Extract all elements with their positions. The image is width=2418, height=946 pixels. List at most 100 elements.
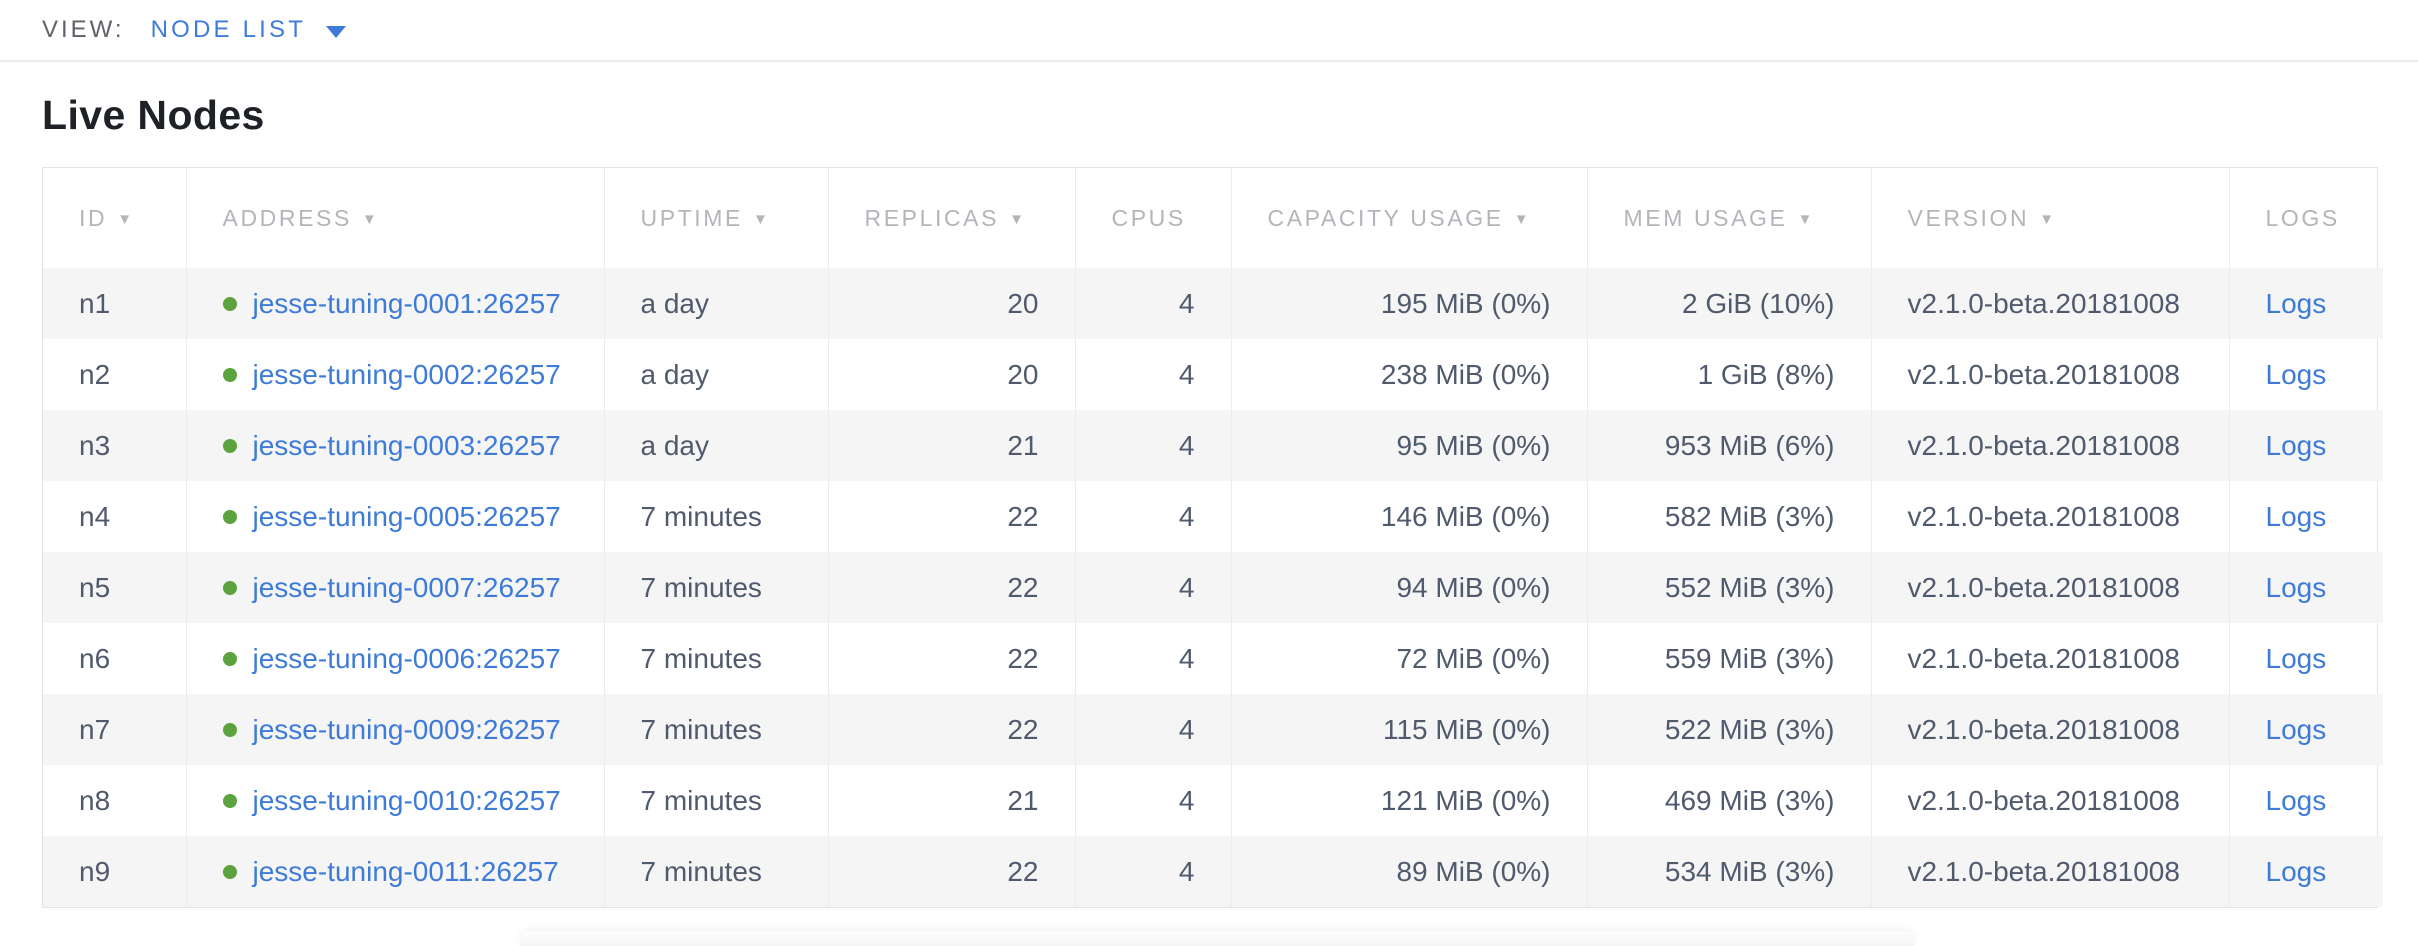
column-label: CAPACITY USAGE [1267, 204, 1504, 231]
chevron-down-icon [326, 25, 347, 38]
sort-desc-icon: ▼ [117, 210, 135, 228]
live-status-icon [222, 580, 237, 595]
logs-link[interactable]: Logs [2265, 642, 2327, 674]
logs-link[interactable]: Logs [2265, 500, 2327, 532]
cell-uptime: 7 minutes [604, 481, 829, 552]
logs-link[interactable]: Logs [2265, 287, 2327, 319]
column-header-cpus: CPUS [1075, 168, 1232, 268]
cell-uptime: 7 minutes [604, 623, 829, 694]
cell-replicas: 20 [828, 339, 1076, 410]
node-row-n8: n8 jesse-tuning-0010:26257 7 minutes 21 4 121… [43, 765, 2383, 836]
cell-replicas: 22 [828, 552, 1076, 623]
cell-mem: 559 MiB (3%) [1587, 623, 1872, 694]
node-row-n4: n4 jesse-tuning-0005:26257 7 minutes 22 4 146… [43, 481, 2383, 552]
cell-id: n9 [43, 836, 187, 907]
cell-address: jesse-tuning-0002:26257 [186, 339, 605, 410]
cell-version: v2.1.0-beta.20181008 [1871, 623, 2230, 694]
node-row-n2: n2 jesse-tuning-0002:26257 a day 20 4 238 MiB… [43, 339, 2383, 410]
cell-replicas: 22 [828, 481, 1076, 552]
cell-id: n3 [43, 410, 187, 481]
column-label: ADDRESS [222, 204, 352, 231]
sort-desc-icon: ▼ [2039, 210, 2057, 228]
sort-desc-icon: ▼ [1513, 210, 1532, 228]
node-address-link[interactable]: jesse-tuning-0005:26257 [252, 500, 561, 532]
column-label: ID [79, 204, 108, 231]
cell-id: n7 [43, 694, 187, 765]
column-label: REPLICAS [864, 204, 1000, 231]
logs-link[interactable]: Logs [2265, 571, 2327, 603]
node-row-n5: n5 jesse-tuning-0007:26257 7 minutes 22 4 94 … [43, 552, 2383, 623]
live-status-icon [222, 722, 237, 737]
sort-desc-icon: ▼ [753, 210, 771, 228]
node-address-link[interactable]: jesse-tuning-0003:26257 [252, 429, 561, 461]
cell-logs: Logs [2229, 552, 2383, 623]
logs-link[interactable]: Logs [2265, 429, 2327, 461]
sort-desc-icon: ▼ [1009, 210, 1027, 228]
live-nodes-table-card: ID ▼ ADDRESS ▼ UPTIME ▼ REPLICAS ▼ CPUS CAPACITY … [42, 167, 2383, 908]
cell-logs: Logs [2229, 268, 2383, 339]
cell-capacity: 146 MiB (0%) [1231, 481, 1588, 552]
logs-link[interactable]: Logs [2265, 855, 2327, 887]
cell-replicas: 21 [828, 410, 1076, 481]
cell-address: jesse-tuning-0009:26257 [186, 694, 605, 765]
cell-logs: Logs [2229, 623, 2383, 694]
column-header-address[interactable]: ADDRESS ▼ [186, 168, 605, 268]
cell-version: v2.1.0-beta.20181008 [1871, 694, 2230, 765]
cell-cpus: 4 [1075, 481, 1232, 552]
column-label: UPTIME [640, 204, 743, 231]
cell-id: n5 [43, 552, 187, 623]
cell-cpus: 4 [1075, 268, 1232, 339]
cell-cpus: 4 [1075, 410, 1232, 481]
cell-uptime: 7 minutes [604, 836, 829, 907]
column-label: MEM USAGE [1623, 204, 1788, 231]
node-row-n9: n9 jesse-tuning-0011:26257 7 minutes 22 4 89 … [43, 836, 2383, 907]
node-address-link[interactable]: jesse-tuning-0006:26257 [252, 642, 561, 674]
header-row: ID ▼ ADDRESS ▼ UPTIME ▼ REPLICAS ▼ CPUS CAPACITY … [43, 168, 2383, 268]
column-header-capacity[interactable]: CAPACITY USAGE ▼ [1231, 168, 1588, 268]
column-header-uptime[interactable]: UPTIME ▼ [604, 168, 829, 268]
cell-mem: 1 GiB (8%) [1587, 339, 1872, 410]
view-bar: VIEW: NODE LIST [0, 0, 2418, 62]
live-status-icon [222, 864, 237, 879]
view-label: VIEW: [42, 16, 125, 43]
node-address-link[interactable]: jesse-tuning-0011:26257 [252, 855, 559, 887]
node-row-n3: n3 jesse-tuning-0003:26257 a day 21 4 95 MiB … [43, 410, 2383, 481]
cell-replicas: 22 [828, 836, 1076, 907]
node-address-link[interactable]: jesse-tuning-0007:26257 [252, 571, 561, 603]
column-header-mem[interactable]: MEM USAGE ▼ [1587, 168, 1872, 268]
cell-cpus: 4 [1075, 836, 1232, 907]
cell-mem: 552 MiB (3%) [1587, 552, 1872, 623]
logs-link[interactable]: Logs [2265, 713, 2327, 745]
sort-desc-icon: ▼ [1797, 210, 1815, 228]
node-address-link[interactable]: jesse-tuning-0009:26257 [252, 713, 561, 745]
live-status-icon [222, 509, 237, 524]
node-row-n6: n6 jesse-tuning-0006:26257 7 minutes 22 4 72 … [43, 623, 2383, 694]
cell-logs: Logs [2229, 836, 2383, 907]
cell-capacity: 95 MiB (0%) [1231, 410, 1588, 481]
cell-id: n8 [43, 765, 187, 836]
cell-cpus: 4 [1075, 339, 1232, 410]
cell-capacity: 94 MiB (0%) [1231, 552, 1588, 623]
logs-link[interactable]: Logs [2265, 358, 2327, 390]
cell-id: n1 [43, 268, 187, 339]
node-address-link[interactable]: jesse-tuning-0002:26257 [252, 358, 561, 390]
view-selector-dropdown[interactable]: NODE LIST [151, 16, 347, 44]
column-header-version[interactable]: VERSION ▼ [1871, 168, 2230, 268]
column-header-replicas[interactable]: REPLICAS ▼ [828, 168, 1076, 268]
cell-mem: 2 GiB (10%) [1587, 268, 1872, 339]
node-address-link[interactable]: jesse-tuning-0010:26257 [252, 784, 561, 816]
column-header-id[interactable]: ID ▼ [43, 168, 187, 268]
cell-logs: Logs [2229, 765, 2383, 836]
cell-capacity: 89 MiB (0%) [1231, 836, 1588, 907]
sort-desc-icon: ▼ [361, 210, 380, 228]
node-address-link[interactable]: jesse-tuning-0001:26257 [252, 287, 561, 319]
logs-link[interactable]: Logs [2265, 784, 2327, 816]
cell-uptime: a day [604, 410, 829, 481]
cell-version: v2.1.0-beta.20181008 [1871, 552, 2230, 623]
cell-mem: 953 MiB (6%) [1587, 410, 1872, 481]
cell-replicas: 22 [828, 694, 1076, 765]
column-label: CPUS [1111, 204, 1186, 231]
cell-capacity: 115 MiB (0%) [1231, 694, 1588, 765]
cell-version: v2.1.0-beta.20181008 [1871, 339, 2230, 410]
